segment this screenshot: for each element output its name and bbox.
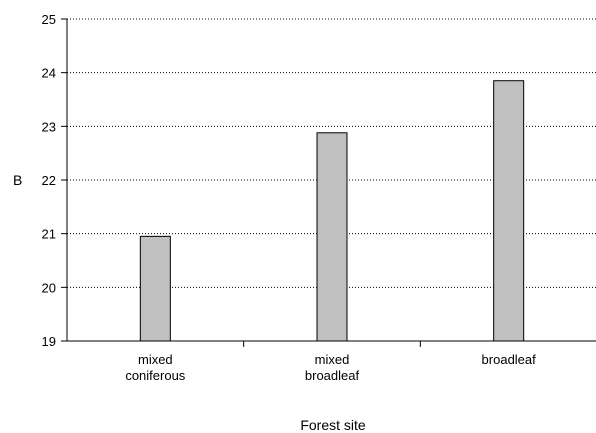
x-category-label: mixed broadleaf [305,352,360,383]
y-tick-label: 24 [42,66,56,81]
y-tick-label: 21 [42,227,56,242]
x-category-label-line: coniferous [125,368,185,383]
y-tick-label: 25 [42,12,56,27]
axes [61,18,596,347]
y-axis-label: B [13,172,22,188]
y-tick-label: 22 [42,173,56,188]
y-tick-label: 20 [42,280,56,295]
bar [139,235,171,342]
y-tick-labels: 19 20 21 22 23 24 25 [42,12,56,349]
x-category-label-line: broadleaf [482,352,537,367]
x-category-label-line: broadleaf [305,368,360,383]
x-category-label: broadleaf [482,352,537,367]
bars [139,80,525,342]
bar [493,80,525,342]
x-category-label: mixed coniferous [125,352,185,383]
x-category-label-line: mixed [315,352,350,367]
x-category-label-line: mixed [138,352,173,367]
x-axis-label: Forest site [300,417,366,433]
bar [316,132,348,342]
y-tick-label: 19 [42,334,56,349]
y-tick-label: 23 [42,119,56,134]
